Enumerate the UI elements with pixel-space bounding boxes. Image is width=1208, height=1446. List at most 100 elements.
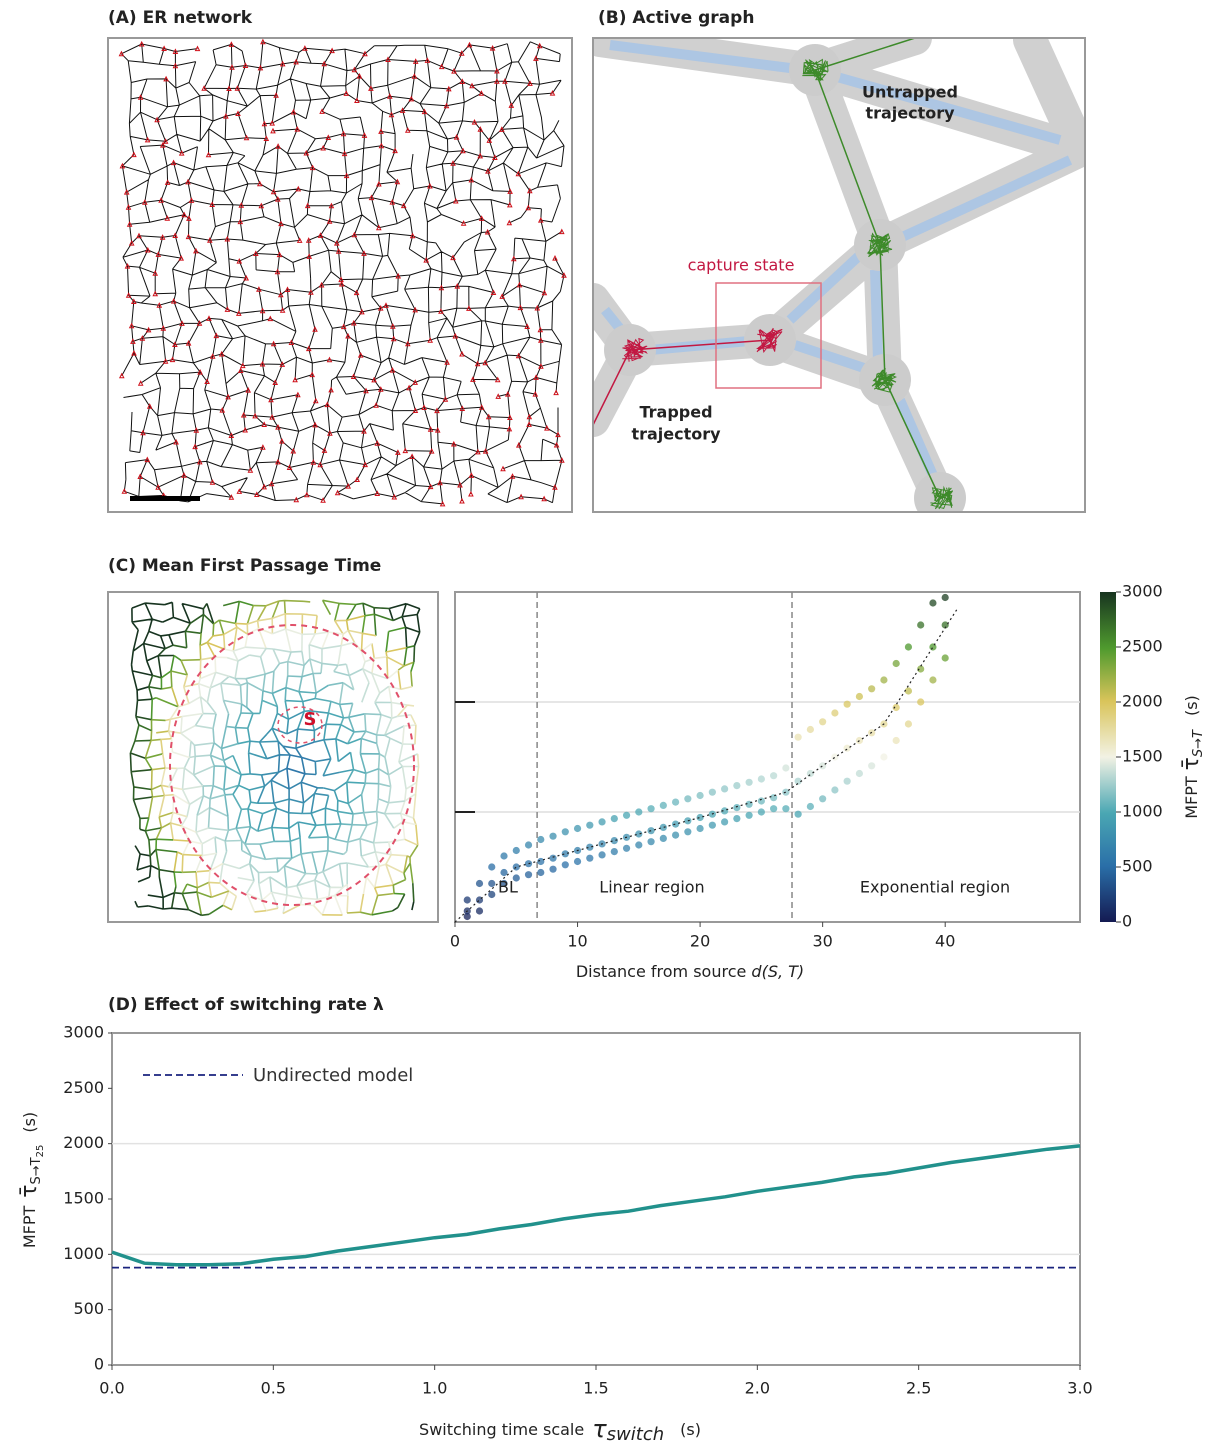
network-edge [235, 681, 344, 841]
network-edge [158, 876, 164, 898]
network-edge [195, 827, 209, 845]
network-edge [297, 723, 348, 838]
network-edge [214, 656, 393, 854]
network-edge [301, 658, 311, 677]
network-edge [232, 784, 250, 795]
point [831, 753, 839, 761]
region-label: Linear region [599, 878, 704, 897]
network-edge [262, 670, 275, 694]
point [708, 821, 716, 829]
network-edge [156, 730, 169, 734]
network-edge [322, 758, 332, 777]
point [941, 654, 949, 662]
point [475, 907, 484, 915]
label-part: S→T [29, 1157, 44, 1184]
network-edge [340, 716, 349, 725]
network-edge [167, 715, 183, 732]
network-edge [206, 644, 342, 703]
network-edge [223, 765, 242, 790]
point [794, 777, 802, 785]
point [659, 801, 667, 810]
point [819, 795, 827, 803]
network-edge [201, 893, 406, 917]
network-edge [345, 837, 361, 852]
network-edge [310, 792, 329, 814]
network-edge [287, 739, 325, 813]
y-tick-label: 2000 [63, 1133, 104, 1152]
point [524, 841, 533, 849]
point [757, 808, 765, 816]
network-edge [173, 839, 190, 842]
panel-title: (D) Effect of switching rate λ [108, 995, 384, 1015]
network-edge [348, 713, 365, 733]
network-edge [234, 622, 248, 628]
network-edge [212, 765, 226, 786]
network-edge [232, 690, 317, 810]
network-edge [209, 671, 230, 689]
network-edge [237, 740, 366, 804]
network-edge [271, 686, 363, 815]
network-edge [296, 872, 318, 887]
network-edge [250, 773, 262, 776]
network-edge [259, 840, 275, 860]
legend-label: Undirected model [253, 1065, 413, 1086]
network-edge [373, 606, 390, 615]
network-edge [271, 599, 285, 619]
network-edge [247, 728, 349, 842]
point [941, 621, 949, 629]
label-part: 25 [35, 1145, 46, 1158]
network-edge [313, 771, 340, 794]
point [843, 700, 851, 708]
network-edge [324, 795, 330, 809]
point [831, 709, 839, 717]
annotation: capture state [688, 256, 795, 275]
network-edge [283, 599, 304, 614]
network-edge [167, 767, 185, 788]
network-edge [199, 696, 208, 714]
point [512, 846, 520, 855]
network-edge [206, 641, 225, 658]
network-edge [359, 837, 374, 857]
network-edge [392, 615, 403, 622]
colorbar [1100, 592, 1116, 922]
network-edge [270, 741, 317, 783]
network-edge [148, 686, 162, 700]
network-edge [240, 839, 246, 851]
network-edge [225, 713, 230, 727]
point [917, 665, 925, 673]
network-edge [227, 816, 349, 874]
label-part: MFPT [1182, 776, 1201, 819]
network-edge [362, 876, 376, 895]
network-edge [150, 784, 162, 798]
network-edge [199, 641, 208, 660]
point [904, 643, 913, 651]
network-edge [345, 602, 364, 621]
network-edge [246, 681, 264, 708]
network-edge [207, 660, 305, 829]
colorbar-tick-label: 0 [1122, 912, 1132, 931]
point [696, 824, 704, 833]
point [537, 868, 545, 877]
network-edge [246, 686, 340, 714]
point [819, 762, 827, 770]
network-edge [170, 654, 182, 672]
point [586, 821, 594, 829]
point [586, 843, 594, 851]
network-edge [208, 827, 229, 832]
label-part: (s) [20, 1112, 39, 1133]
network-edge [257, 684, 329, 832]
point [573, 857, 582, 866]
network-edge [160, 613, 318, 796]
network-edge [347, 730, 377, 843]
network-edge [409, 844, 419, 858]
point [598, 851, 606, 859]
network-edge [312, 896, 330, 906]
network-edge [222, 712, 254, 767]
point [671, 820, 680, 828]
point [929, 599, 937, 607]
network-edge [139, 817, 149, 830]
network-edge [202, 784, 214, 796]
network-edge [246, 620, 258, 635]
network-edge [322, 810, 377, 872]
network-edge [234, 600, 254, 624]
